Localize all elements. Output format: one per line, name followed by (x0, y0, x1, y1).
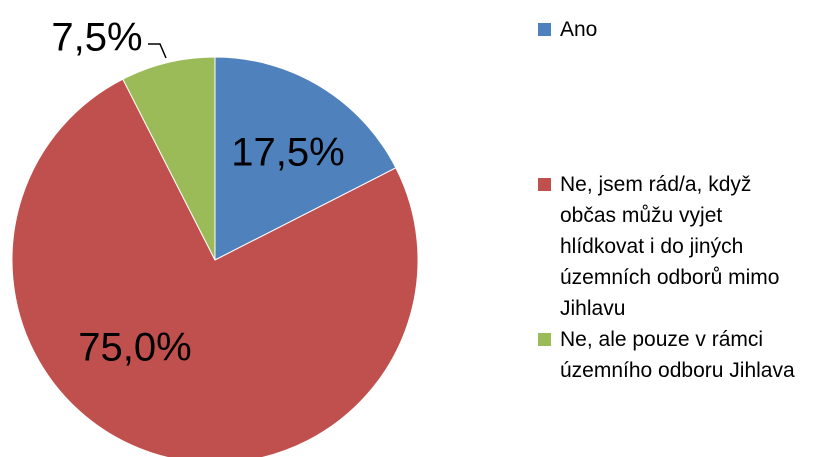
pie-slice (11, 78, 419, 457)
legend-label: Ne, jsem rád/a, když občas můžu vyjet hl… (560, 173, 780, 320)
legend-label: Ne, ale pouze v rámci územního odboru Ji… (560, 328, 795, 382)
pie-slice (214, 56, 397, 261)
legend-item: Ne, ale pouze v rámci územního odboru Ji… (538, 324, 834, 386)
pie-slice (122, 56, 216, 261)
legend-swatch (538, 178, 551, 191)
legend-swatch (538, 333, 551, 346)
legend-item: Ne, jsem rád/a, když občas můžu vyjet hl… (538, 169, 834, 324)
data-label: 7,5% (51, 16, 142, 60)
legend-swatch (538, 23, 551, 36)
legend-item: Ano (538, 14, 834, 45)
data-label: 75,0% (78, 326, 191, 370)
legend-label: Ano (560, 18, 598, 41)
data-label: 17,5% (231, 131, 344, 175)
leader-line (148, 43, 167, 59)
